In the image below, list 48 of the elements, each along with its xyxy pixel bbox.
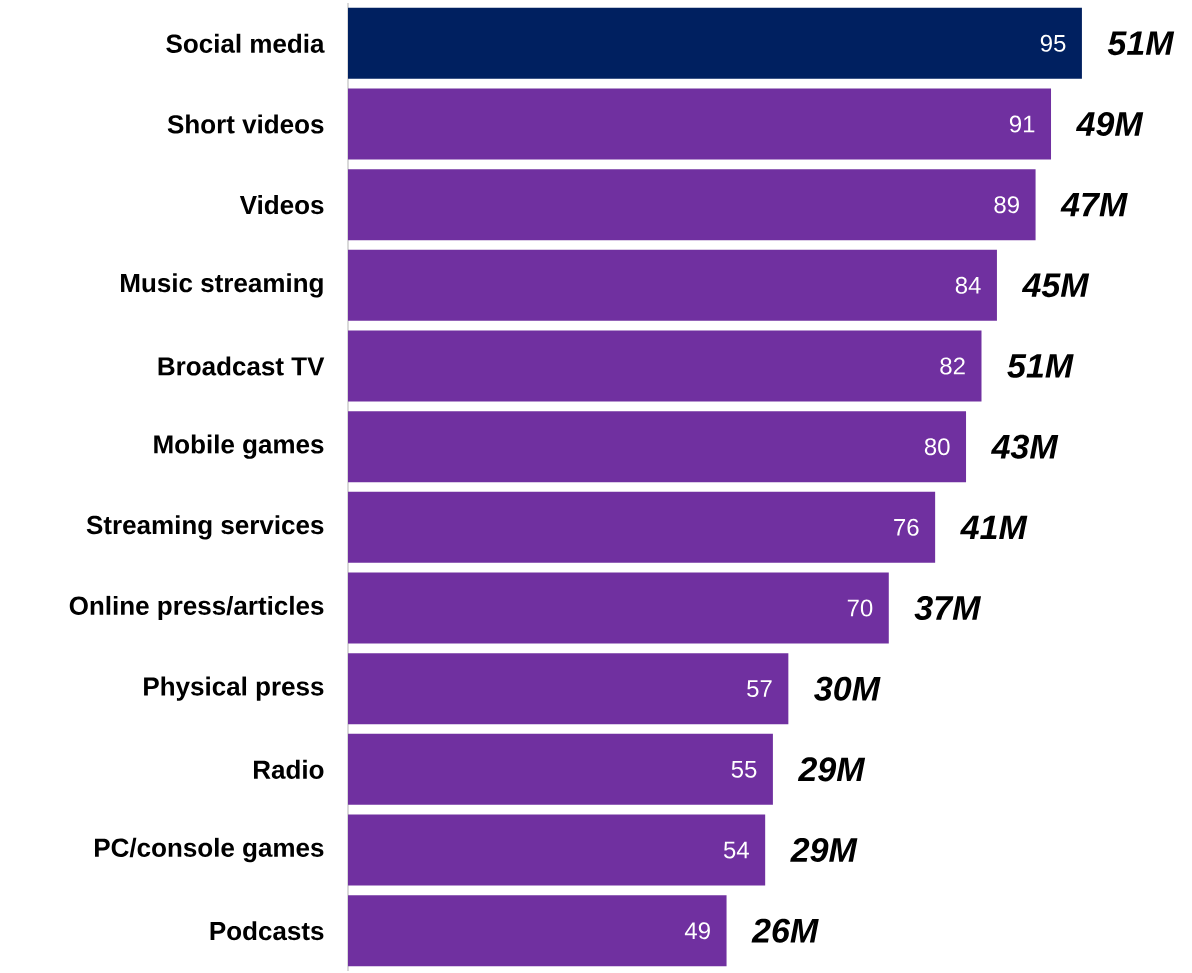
y-tick-label: Mobile games bbox=[154, 434, 324, 459]
data-label: 84 bbox=[955, 276, 981, 294]
y-tick-label: Broadcast TV bbox=[158, 356, 325, 376]
data-label: 57 bbox=[747, 680, 772, 698]
y-tick-label: PC/console games bbox=[95, 837, 324, 863]
annotation: 45M bbox=[1021, 273, 1090, 298]
bar bbox=[348, 88, 1052, 160]
bar bbox=[348, 733, 773, 805]
annotation: 43M bbox=[991, 434, 1059, 459]
data-label: 91 bbox=[1009, 115, 1035, 133]
annotation: 47M bbox=[1060, 192, 1128, 217]
bar bbox=[348, 491, 936, 563]
annotation: 37M bbox=[914, 595, 982, 621]
data-label: 70 bbox=[847, 599, 873, 617]
annotation: 29M bbox=[790, 837, 858, 863]
data-label: 49 bbox=[684, 922, 710, 940]
y-tick-label: Music streaming bbox=[121, 273, 323, 298]
annotation: 26M bbox=[751, 918, 819, 943]
bar bbox=[348, 572, 889, 644]
bar bbox=[348, 411, 967, 483]
bar bbox=[348, 330, 982, 402]
bar bbox=[348, 7, 1082, 79]
data-label: 76 bbox=[894, 518, 919, 536]
y-tick-label: Short videos bbox=[167, 114, 324, 134]
data-label: 80 bbox=[924, 438, 950, 456]
annotation: 51M bbox=[1007, 354, 1074, 378]
data-label: 89 bbox=[994, 196, 1019, 214]
bar bbox=[348, 895, 727, 967]
bar bbox=[348, 653, 789, 725]
annotation: 41M bbox=[960, 515, 1028, 540]
data-label: 55 bbox=[731, 760, 757, 778]
y-tick-label: Podcasts bbox=[210, 921, 324, 941]
bar bbox=[348, 169, 1036, 241]
annotation: 30M bbox=[814, 676, 881, 701]
y-tick-label: Social media bbox=[166, 33, 325, 53]
data-label: 54 bbox=[723, 841, 749, 859]
data-label: 82 bbox=[940, 357, 965, 375]
y-tick-label: Videos bbox=[239, 195, 324, 215]
y-tick-label: Radio bbox=[253, 759, 324, 779]
bar bbox=[348, 249, 997, 321]
annotation: 51M bbox=[1107, 31, 1175, 56]
y-tick-label: Streaming services bbox=[86, 515, 324, 540]
annotation: 29M bbox=[797, 757, 866, 782]
data-label: 95 bbox=[1040, 34, 1066, 52]
annotation: 49M bbox=[1075, 111, 1144, 137]
y-tick-label: Physical press bbox=[144, 676, 324, 701]
bar bbox=[348, 814, 766, 886]
y-tick-label: Online press/articles bbox=[69, 595, 324, 621]
